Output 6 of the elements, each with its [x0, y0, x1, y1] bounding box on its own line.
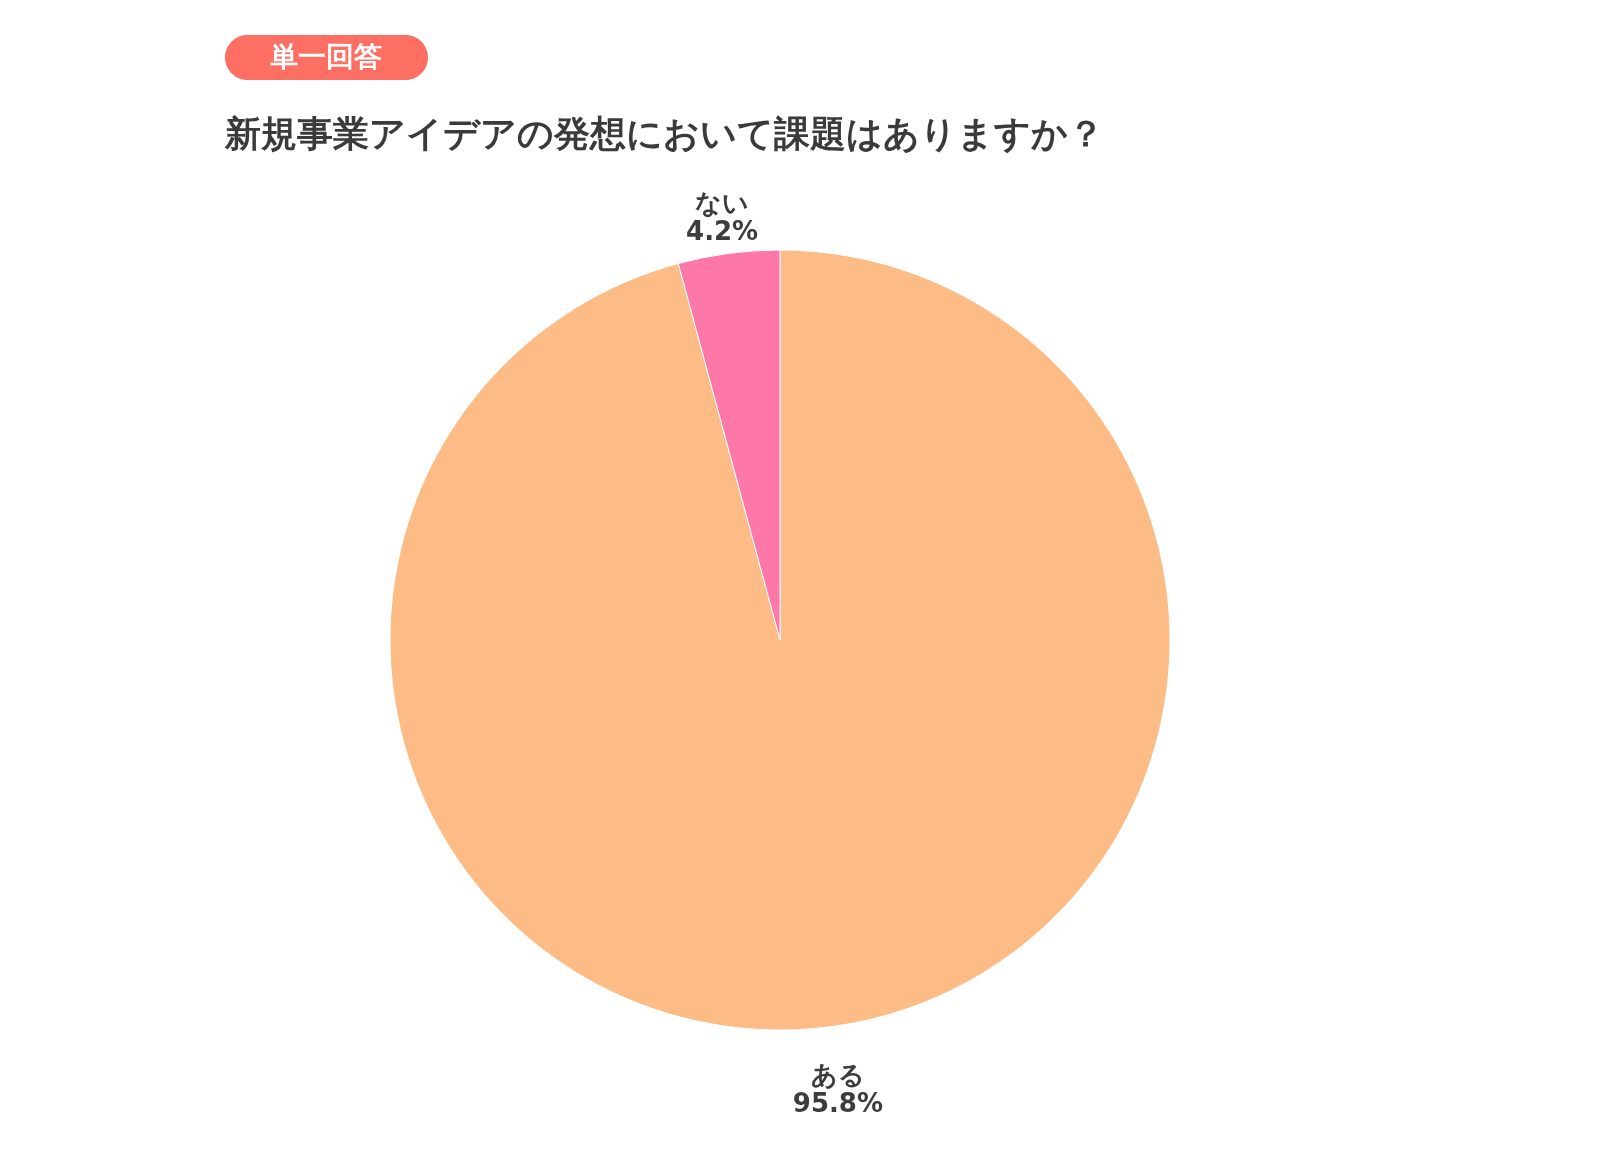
data-label: 95.8%	[792, 1088, 883, 1119]
slice-label: ない	[695, 187, 750, 218]
chart-title: 新規事業アイデアの発想において課題はありますか？	[224, 113, 1104, 154]
slice-label: ある	[810, 1060, 865, 1091]
text: 単一回答	[269, 40, 382, 73]
pie-slice	[389, 249, 1171, 1030]
